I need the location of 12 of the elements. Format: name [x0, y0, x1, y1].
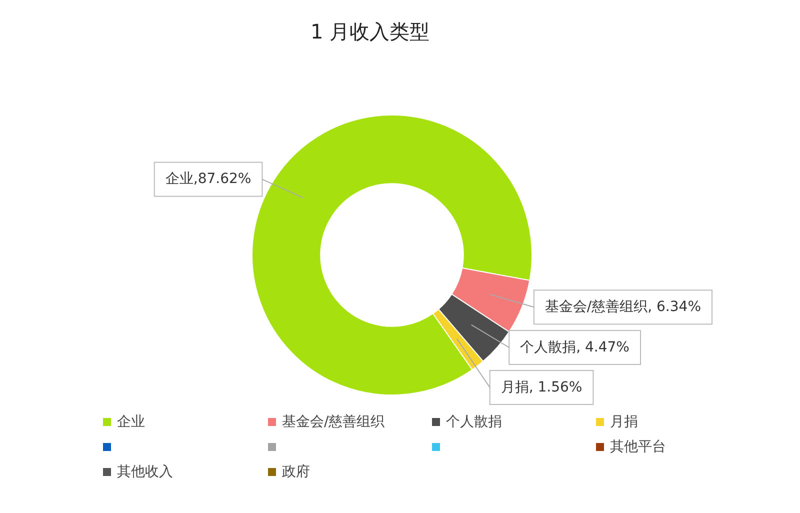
data-label: 月捐, 1.56% — [500, 379, 582, 396]
data-label: 企业,87.62% — [165, 171, 252, 188]
legend-label: 政府 — [282, 464, 310, 480]
chart-title: 1 月收入类型 — [310, 19, 430, 44]
legend-label: 个人散捐 — [446, 414, 502, 430]
legend-label: 企业 — [117, 414, 145, 430]
legend-label: 基金会/慈善组织 — [282, 412, 385, 430]
legend-label: 月捐 — [610, 414, 638, 430]
legend-label: 其他平台 — [610, 438, 666, 455]
data-label: 个人散捐, 4.47% — [520, 339, 630, 356]
legend-label: 其他收入 — [117, 464, 173, 480]
data-label: 基金会/慈善组织, 6.34% — [544, 298, 702, 315]
